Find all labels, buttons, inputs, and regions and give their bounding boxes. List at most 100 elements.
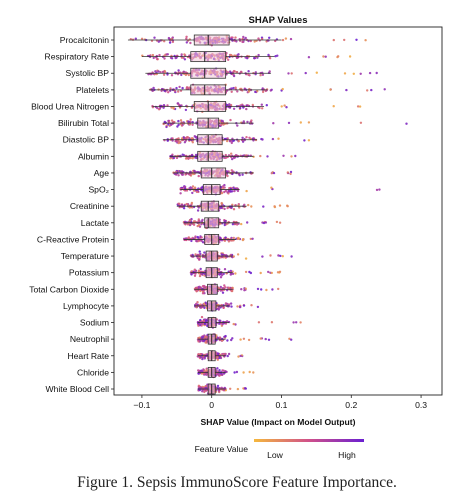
feature-labels: Procalcitonin Respiratory Rate Systolic BP…: [29, 35, 114, 394]
shap-point: [220, 386, 223, 389]
shap-point: [186, 157, 189, 160]
shap-point: [190, 273, 193, 276]
shap-point: [166, 138, 169, 141]
shap-point: [239, 70, 243, 74]
shap-point: [177, 69, 180, 72]
shap-point: [153, 73, 156, 76]
shap-point: [290, 155, 293, 158]
shap-point: [222, 306, 225, 309]
shap-point: [239, 338, 242, 341]
shap-point: [187, 236, 190, 239]
shap-point: [259, 154, 262, 158]
shap-point: [203, 286, 207, 289]
shap-point: [183, 141, 187, 144]
feature-label: Blood Urea Nitrogen: [31, 101, 109, 111]
shap-point: [260, 137, 263, 141]
shap-point: [171, 137, 174, 140]
shap-point: [204, 386, 207, 390]
shap-point: [262, 221, 266, 225]
shap-point: [307, 121, 311, 124]
shap-point: [223, 190, 226, 194]
x-tick-label: −0.1: [133, 400, 150, 410]
shap-point: [237, 355, 240, 358]
shap-point: [190, 239, 193, 243]
shap-point: [165, 125, 168, 129]
shap-point: [348, 55, 352, 58]
feature-label: Creatinine: [70, 201, 109, 211]
shap-point: [287, 121, 291, 125]
shap-point: [180, 203, 184, 206]
shap-point: [199, 353, 202, 356]
shap-point: [193, 169, 196, 173]
shap-point: [248, 270, 251, 274]
shap-point: [241, 238, 245, 242]
shap-point: [233, 222, 237, 226]
feature-label: Heart Rate: [67, 351, 109, 361]
shap-point: [244, 36, 247, 40]
shap-point: [199, 339, 202, 343]
shap-point: [234, 36, 237, 39]
shap-point: [203, 322, 207, 326]
boxplot-4: [152, 101, 265, 112]
shap-point: [231, 157, 234, 161]
shap-point: [270, 321, 274, 324]
shap-point: [198, 250, 201, 253]
shap-point: [276, 271, 280, 274]
shap-point: [203, 251, 206, 254]
shap-point: [281, 255, 284, 258]
shap-point: [375, 188, 379, 192]
shap-point: [239, 305, 242, 309]
shap-point: [239, 354, 242, 358]
shap-point: [170, 74, 174, 77]
shap-point: [157, 108, 161, 111]
shap-point: [236, 305, 239, 308]
shap-point: [343, 38, 346, 42]
shap-point: [178, 170, 181, 173]
shap-point: [332, 105, 335, 108]
shap-point: [195, 190, 199, 194]
shap-point: [134, 37, 137, 40]
shap-point: [247, 90, 251, 93]
shap-point: [179, 154, 182, 158]
shap-point: [271, 137, 275, 141]
shap-point: [218, 322, 221, 325]
shap-point: [281, 38, 285, 42]
shap-point: [364, 39, 367, 42]
feature-label: C-Reactive Protein: [37, 234, 109, 244]
feature-label: Respiratory Rate: [45, 52, 110, 62]
shap-point: [235, 370, 239, 374]
shap-point: [202, 302, 206, 305]
feature-label: Platelets: [76, 85, 109, 95]
shap-point: [216, 367, 219, 370]
shap-point: [192, 172, 195, 176]
shap-point: [260, 288, 263, 291]
shap-point: [196, 209, 200, 212]
shap-point: [219, 285, 222, 289]
shap-point: [299, 321, 302, 324]
shap-point: [261, 90, 265, 94]
boxplot-7: [169, 150, 254, 162]
feature-label: Diastolic BP: [63, 135, 110, 145]
shap-point: [220, 206, 223, 209]
x-tick-label: 0.2: [345, 400, 357, 410]
iqr-box: [190, 51, 227, 63]
feature-label: SpO₂: [88, 185, 109, 195]
shap-point: [240, 288, 243, 291]
shap-point: [196, 301, 199, 304]
shap-point: [185, 35, 188, 38]
feature-label: Procalcitonin: [60, 35, 109, 45]
iqr-box: [193, 101, 227, 112]
shap-point: [227, 303, 231, 306]
boxplot-11: [183, 217, 240, 229]
shap-point: [163, 57, 166, 60]
shap-point: [180, 173, 184, 176]
shap-point: [231, 272, 235, 276]
shap-point: [230, 54, 233, 57]
shap-point: [277, 254, 280, 257]
shap-point: [284, 37, 288, 40]
shap-point: [194, 253, 197, 256]
shap-point: [227, 58, 230, 61]
boxplot-10: [176, 200, 247, 212]
shap-point: [217, 308, 220, 311]
shap-point: [177, 119, 180, 123]
